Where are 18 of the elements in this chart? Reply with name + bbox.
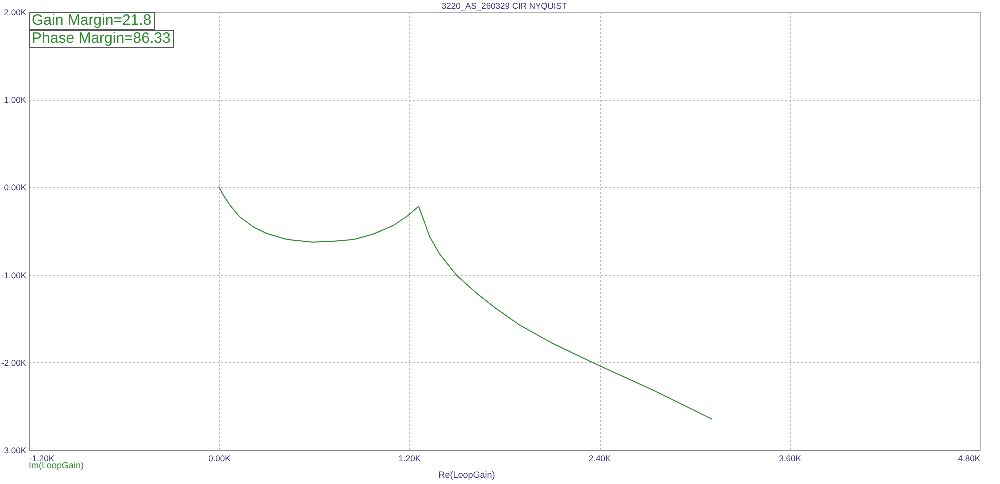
y-tick-label: -2.00K [1,358,27,368]
annotation: Gain Margin=21.8 [29,12,155,30]
x-axis-title: Re(LoopGain) [438,470,496,480]
text: Im(LoopGain) [29,460,84,470]
x-tick-label: 1.20K [398,454,422,464]
annotation: Phase Margin=86.33 [29,30,174,48]
x-tick-label: 2.40K [588,454,612,464]
y-tick-label: -1.00K [1,270,27,280]
y-tick-label: 0.00K [4,182,27,193]
y-tick-label: -3.00K [1,446,27,456]
x-tick-label: 3.60K [779,454,802,464]
x-tick-label: 0.00K [208,454,232,464]
x-tick-label: 4.80K [958,454,981,464]
line-series [218,186,713,420]
y-tick-label: 2.00K [4,8,27,18]
chart-title: 3220_AS_260329 CIR NYQUIST [442,1,568,11]
y-tick-label: 1.00K [4,95,27,106]
x-tick-label: -1.20K [30,454,55,464]
